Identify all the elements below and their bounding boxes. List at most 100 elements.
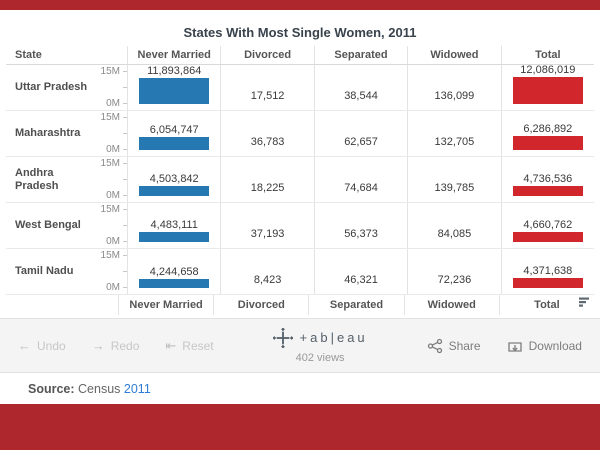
- cell-widowed: 136,099: [408, 65, 502, 110]
- axis-tick: [123, 87, 127, 88]
- cell-divorced: 37,193: [221, 203, 315, 248]
- toolbar-left-group: ← Undo → Redo ⇤ Reset: [18, 339, 214, 353]
- top-red-band: [0, 0, 600, 10]
- value-label: 132,705: [434, 136, 475, 148]
- sorted-bars-icon[interactable]: [578, 296, 590, 311]
- cell-widowed: 72,236: [408, 249, 502, 294]
- y-axis-max-label: 15M: [100, 112, 120, 123]
- redo-label: Redo: [110, 338, 140, 353]
- axis-tick: [123, 179, 127, 180]
- download-label: Download: [528, 338, 582, 353]
- bar-total[interactable]: [512, 186, 583, 196]
- table-row: West Bengal 15M 0M 4,483,111 37,193 56,373 84,…: [6, 203, 594, 249]
- reset-arrow-icon: ⇤: [165, 338, 177, 353]
- axis-tick: [123, 71, 127, 72]
- value-label: 74,684: [344, 182, 378, 194]
- cell-widowed: 139,785: [408, 157, 502, 202]
- share-button[interactable]: Share: [427, 338, 481, 354]
- value-label: 4,503,842: [149, 173, 199, 185]
- value-label: 46,321: [344, 274, 378, 286]
- axis-tick: [123, 149, 127, 150]
- column-footer-never_married: Never Married: [119, 295, 215, 315]
- bar-total[interactable]: [512, 232, 583, 242]
- view-count: 402 views: [295, 351, 345, 364]
- tableau-toolbar: ← Undo → Redo ⇤ Reset: [0, 318, 600, 373]
- cell-never_married: 11,893,864: [128, 65, 222, 110]
- value-label: 84,085: [437, 228, 472, 240]
- reset-label: Reset: [182, 338, 214, 353]
- tableau-branding[interactable]: +ab|eau 402 views: [272, 327, 368, 364]
- state-name: Maharashtra: [15, 127, 81, 139]
- bar-never_married[interactable]: [139, 186, 210, 196]
- tableau-logo-icon: [272, 327, 293, 348]
- column-header-row: State Never Married Divorced Separated Wido…: [6, 46, 594, 65]
- cell-divorced: 36,783: [221, 111, 315, 156]
- cell-widowed: 132,705: [408, 111, 502, 156]
- cell-separated: 46,321: [315, 249, 409, 294]
- source-link[interactable]: 2011: [123, 382, 151, 396]
- state-cell: Uttar Pradesh 15M 0M: [6, 65, 128, 110]
- value-label: 36,783: [250, 136, 285, 148]
- value-label: 4,483,111: [150, 219, 198, 231]
- y-axis-min-label: 0M: [106, 236, 120, 247]
- value-label: 56,373: [344, 228, 378, 240]
- redo-button[interactable]: → Redo: [92, 339, 140, 353]
- bar-never_married[interactable]: [139, 137, 210, 150]
- cell-divorced: 18,225: [221, 157, 315, 202]
- table-row: Uttar Pradesh 15M 0M 11,893,864 17,512 38,544…: [6, 64, 594, 111]
- value-label: 72,236: [437, 274, 472, 286]
- cell-widowed: 84,085: [408, 203, 502, 248]
- axis-tick: [123, 117, 127, 118]
- bar-total[interactable]: [512, 136, 583, 150]
- y-axis-max-label: 15M: [100, 204, 120, 215]
- reset-button[interactable]: ⇤ Reset: [165, 339, 213, 353]
- cell-divorced: 17,512: [221, 65, 315, 110]
- value-label: 4,736,536: [523, 173, 573, 185]
- bar-total[interactable]: [512, 77, 583, 104]
- column-footer-divorced: Divorced: [214, 295, 310, 315]
- axis-tick: [123, 287, 127, 288]
- download-icon: [507, 341, 522, 352]
- cell-total: 4,736,536: [502, 157, 594, 202]
- y-axis-max-label: 15M: [100, 250, 120, 261]
- bar-never_married[interactable]: [139, 279, 210, 288]
- tableau-viz: States With Most Single Women, 2011 Stat…: [0, 10, 600, 315]
- column-header-total: Total: [535, 49, 561, 61]
- value-label: 8,423: [253, 274, 282, 286]
- bar-never_married[interactable]: [139, 78, 210, 104]
- toolbar-right-group: Share Download: [427, 338, 582, 354]
- axis-tick: [123, 133, 127, 134]
- cell-total: 6,286,892: [502, 111, 594, 156]
- column-footer-row: Never Married Divorced Separated Widowed Tot…: [6, 295, 594, 315]
- column-header-widowed: Widowed: [408, 46, 502, 64]
- share-icon: [427, 338, 442, 353]
- redo-arrow-icon: →: [91, 338, 105, 353]
- table-row: Andhra Pradesh 15M 0M 4,503,842 18,225 74,684…: [6, 157, 594, 203]
- bar-total[interactable]: [512, 278, 583, 288]
- tableau-logo: +ab|eau: [272, 327, 368, 348]
- value-label: 4,660,762: [523, 219, 573, 231]
- cell-separated: 74,684: [315, 157, 409, 202]
- bar-never_married[interactable]: [139, 232, 210, 242]
- axis-tick: [123, 225, 127, 226]
- undo-label: Undo: [37, 338, 66, 353]
- y-axis-max-label: 15M: [100, 158, 120, 169]
- download-button[interactable]: Download: [507, 338, 582, 354]
- value-label: 62,657: [344, 136, 378, 148]
- state-cell: West Bengal 15M 0M: [6, 203, 128, 248]
- value-label: 18,225: [250, 182, 285, 194]
- cell-never_married: 6,054,747: [128, 111, 222, 156]
- cell-total: 4,660,762: [502, 203, 594, 248]
- state-cell: Tamil Nadu 15M 0M: [6, 249, 128, 294]
- cell-never_married: 4,503,842: [128, 157, 222, 202]
- state-name: Tamil Nadu: [15, 265, 74, 277]
- state-name: Uttar Pradesh: [15, 81, 88, 93]
- table-row: Maharashtra 15M 0M 6,054,747 36,783 62,657 132…: [6, 111, 594, 157]
- value-label: 12,086,019: [520, 64, 576, 76]
- undo-button[interactable]: ← Undo: [18, 339, 66, 353]
- state-column-header: State: [6, 46, 128, 64]
- cell-divorced: 8,423: [221, 249, 315, 294]
- axis-tick: [123, 271, 127, 272]
- y-axis-min-label: 0M: [106, 190, 120, 201]
